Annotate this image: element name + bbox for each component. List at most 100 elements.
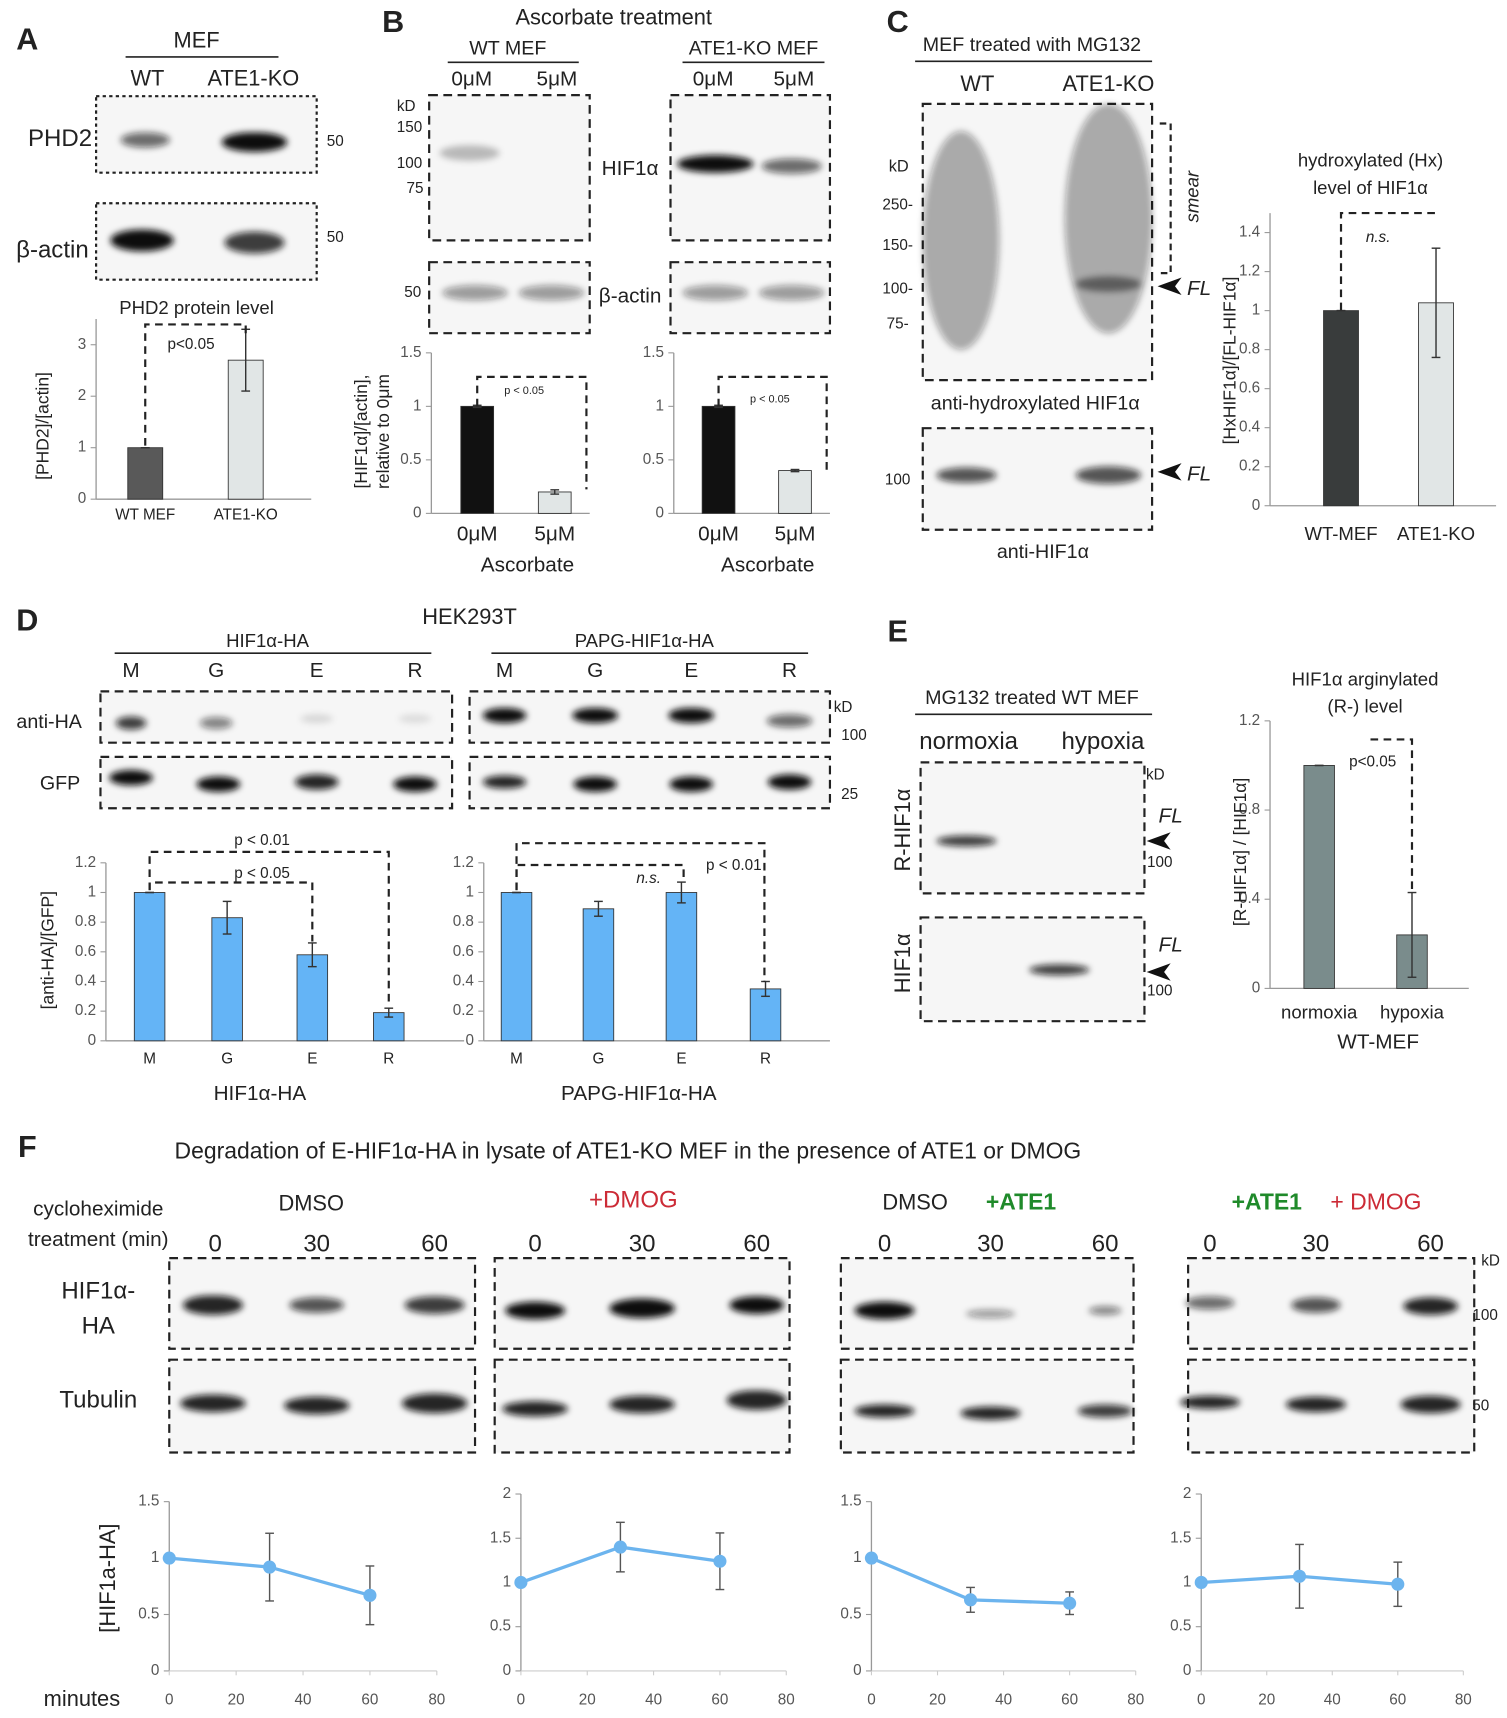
y-tick-label: 0.2 <box>1239 458 1260 475</box>
y-tick-label: 1.2 <box>75 854 96 871</box>
blot-band <box>767 774 812 790</box>
label: FL <box>1187 277 1211 300</box>
label: kD <box>834 699 853 716</box>
blot-band <box>518 285 585 301</box>
point <box>613 1540 627 1554</box>
annotation: p<0.05 <box>1349 753 1396 770</box>
x-tick-label: 0 <box>165 1691 174 1708</box>
blot-band <box>668 707 715 724</box>
x-tick-label: G <box>592 1050 604 1067</box>
x-tick-label: 40 <box>995 1691 1012 1708</box>
x-tick-label: E <box>676 1050 686 1067</box>
y-tick-label: 1.5 <box>1170 1529 1191 1546</box>
y-tick-label: 3 <box>78 336 87 353</box>
y-tick-label: 0 <box>88 1032 97 1049</box>
annotation: p<0.05 <box>168 336 215 353</box>
y-tick-label: 0.6 <box>453 943 474 960</box>
blot-band <box>109 769 153 786</box>
blot-band <box>572 707 619 724</box>
x-tick-label: 0 <box>1197 1691 1206 1708</box>
y-tick-label: 1.2 <box>1239 712 1260 729</box>
annotation: p < 0.01 <box>706 857 762 874</box>
x-tick-label: 80 <box>428 1691 445 1708</box>
x-tick-label: 0 <box>867 1691 876 1708</box>
significance-bracket <box>1339 211 1440 311</box>
y-tick-label: 0.6 <box>1239 380 1260 397</box>
bar <box>296 954 329 1042</box>
blot-band <box>726 1390 787 1410</box>
y-axis-label: [HIF1a-HA] <box>95 1524 120 1633</box>
bar <box>582 908 615 1042</box>
point <box>1391 1577 1405 1591</box>
blot-band <box>482 707 527 724</box>
label: β-actin <box>16 237 89 264</box>
bar <box>778 470 812 514</box>
y-tick-label: 0.4 <box>1239 419 1261 436</box>
x-tick-label: M <box>510 1050 523 1067</box>
point <box>363 1588 377 1602</box>
bar <box>460 405 495 514</box>
label: M <box>122 659 139 682</box>
x-tick-label: E <box>307 1050 317 1067</box>
blot-band <box>1075 466 1142 484</box>
blot-band <box>199 717 233 730</box>
y-tick-label: 1 <box>503 1574 511 1591</box>
y-tick-label: 1.4 <box>1239 224 1261 241</box>
y-axis-label: [anti-HA]/[GFP] <box>38 891 58 1009</box>
blot-band <box>573 776 617 792</box>
label: β-actin <box>599 285 662 308</box>
blot-band <box>505 1301 566 1320</box>
label: Ascorbate treatment <box>515 4 712 29</box>
blot-band <box>960 1406 1021 1420</box>
label: +ATE1 <box>986 1189 1057 1215</box>
label: +DMOG <box>589 1187 678 1214</box>
y-axis-label: [HxHIF1α]/[FL-HIF1α] <box>1219 277 1239 445</box>
label: MEF <box>174 27 220 52</box>
label: R <box>782 659 797 682</box>
blot-band <box>300 714 334 724</box>
label: DMSO <box>278 1190 344 1215</box>
label: FL <box>1159 933 1183 956</box>
blot-band <box>439 145 500 161</box>
x-tick-label: 60 <box>361 1691 378 1708</box>
x-tick-label: 20 <box>579 1691 596 1708</box>
annotation: p < 0.05 <box>504 385 544 397</box>
x-tick-label: ATE1-KO <box>1397 523 1475 544</box>
blot-band <box>1400 1395 1461 1414</box>
label: 60 <box>1092 1230 1119 1257</box>
blot-band <box>110 229 174 252</box>
label: 75 <box>406 180 423 197</box>
label: E <box>310 659 324 682</box>
label: HIF1α-HA <box>226 630 309 651</box>
label: MG132 treated WT MEF <box>925 687 1139 709</box>
y-axis-label: relative to 0μm <box>373 374 393 489</box>
label: 0μM <box>451 67 492 90</box>
x-tick-label: 40 <box>645 1691 662 1708</box>
significance-bracket <box>1370 738 1414 894</box>
blot-band <box>766 714 813 728</box>
x-tick-label: 80 <box>1127 1691 1144 1708</box>
bar <box>1303 765 1335 989</box>
y-tick-label: 0 <box>413 504 422 521</box>
y-tick-label: 0.4 <box>75 973 97 990</box>
bar <box>665 892 698 1042</box>
label: 100 <box>885 472 910 489</box>
label: DMSO <box>882 1189 948 1214</box>
label: treatment (min) <box>28 1228 169 1251</box>
label: FL <box>1187 463 1211 486</box>
x-tick-label: 0 <box>517 1691 526 1708</box>
y-tick-label: 0.5 <box>490 1618 511 1635</box>
bar <box>749 988 782 1042</box>
y-tick-label: 0 <box>655 504 664 521</box>
label: 50 <box>404 284 421 301</box>
label: 0 <box>878 1230 891 1257</box>
label: 75- <box>887 315 909 332</box>
label: kD <box>1481 1252 1500 1269</box>
y-tick-label: 1.5 <box>643 344 664 361</box>
label: WT <box>960 71 994 96</box>
label: 100 <box>1147 854 1172 871</box>
label: 0 <box>528 1230 541 1257</box>
label: HIF1α- <box>61 1277 135 1304</box>
blot-band <box>224 231 285 254</box>
y-tick-label: 0.8 <box>75 913 96 930</box>
